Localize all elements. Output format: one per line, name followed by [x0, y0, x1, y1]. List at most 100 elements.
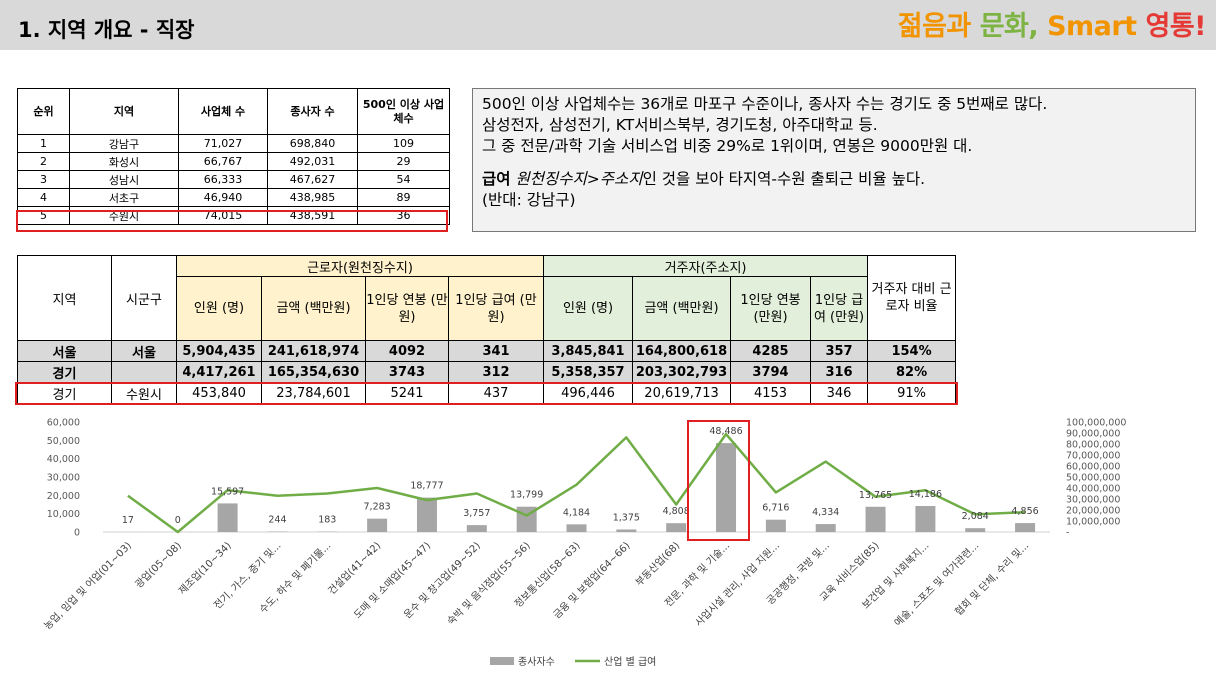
legend-bar-swatch	[490, 657, 514, 665]
bar-data-label: 15,597	[211, 486, 244, 497]
category-label: 사업시설 관리, 사업 지원...	[692, 539, 782, 629]
chart-bar	[367, 518, 388, 532]
chart-bar	[865, 506, 886, 532]
category-label: 예술, 스포츠 및 여가관련...	[892, 540, 981, 629]
page-title: 1. 지역 개요 - 직장	[18, 18, 195, 42]
chart-bar	[1015, 523, 1036, 532]
y-right-tick-label: -	[1066, 528, 1069, 539]
table-cell: 312	[447, 361, 545, 383]
table-row: 2 화성시 66,767 492,031 29	[17, 152, 450, 171]
category-label: 숙박 및 음식점업(55~56)	[444, 539, 533, 628]
table-cell: 164,800,618	[632, 340, 732, 362]
table-cell: 경기	[17, 361, 112, 383]
legend-bar-label: 종사자수	[518, 656, 555, 668]
bar-data-label: 183	[318, 515, 336, 526]
table-cell: 66,333	[178, 170, 268, 189]
y-left-tick-label: 10,000	[47, 509, 80, 520]
y-right-tick-label: 70,000,000	[1066, 451, 1120, 462]
summary-bold: 급여	[482, 170, 511, 188]
category-label: 제조업(10~34)	[176, 539, 234, 597]
y-right-tick-label: 90,000,000	[1066, 429, 1120, 440]
rank-table-header: 순위 지역 사업체 수 종사자 수 500인 이상 사업체수	[17, 88, 450, 135]
table-row: 서울 서울 5,904,435 241,618,974 4092 341 3,845,841…	[17, 340, 957, 362]
chart-bar	[566, 524, 587, 532]
chart-bar	[217, 503, 238, 532]
large-business-header: 500인 이상 사업체수	[357, 88, 450, 135]
table-cell: 109	[357, 134, 450, 153]
summary-text: 인 것을 보아 타지역-수원 출퇴근 비율 높다.	[642, 170, 926, 188]
table-cell: 165,354,630	[261, 361, 366, 383]
chart-bar	[965, 528, 986, 532]
bar-data-label: 7,283	[364, 502, 391, 513]
y-right-tick-label: 80,000,000	[1066, 440, 1120, 451]
chart-bar	[716, 443, 737, 532]
worker-group-header: 근로자(원천징수지)	[175, 255, 545, 277]
y-right-tick-label: 20,000,000	[1066, 506, 1120, 517]
employee-count-header: 종사자 수	[267, 88, 358, 135]
table-cell: 316	[810, 361, 869, 383]
y-right-tick-label: 100,000,000	[1066, 418, 1126, 429]
table-row: 경기 4,417,261 165,354,630 3743 312 5,358,357 20…	[17, 361, 957, 383]
category-label: 건설업(41~42)	[325, 539, 383, 597]
table-cell: 154%	[867, 340, 957, 362]
bar-data-label: 4,808	[663, 506, 690, 517]
category-label: 부동산업(68)	[633, 539, 683, 589]
y-left-tick-label: 60,000	[47, 418, 80, 429]
table-cell: 화성시	[69, 152, 179, 171]
legend-line-label: 산업 별 급여	[604, 655, 656, 668]
table-cell: 서울	[111, 340, 177, 362]
sub-header: 금액 (백만원)	[632, 276, 732, 341]
sub-header: 1인당 급여 (만원)	[810, 276, 869, 341]
summary-text: >	[586, 170, 600, 188]
sub-header: 인원 (명)	[176, 276, 262, 341]
chart-bar	[666, 523, 687, 532]
bar-data-label: 13,765	[859, 490, 892, 501]
summary-line: 그 중 전문/과학 기술 서비스업 비중 29%로 1위이며, 연봉은 9000…	[482, 137, 973, 155]
chart-bar	[815, 524, 836, 532]
highlight-suwon-wage	[15, 382, 958, 405]
salary-line	[127, 432, 1026, 534]
rank-header: 순위	[17, 88, 70, 135]
sub-header: 1인당 급여 (만원)	[447, 276, 545, 341]
summary-line: 삼성전자, 삼성전기, KT서비스북부, 경기도청, 아주대학교 등.	[482, 116, 878, 134]
table-cell: 3794	[730, 361, 812, 383]
table-cell: 203,302,793	[632, 361, 732, 383]
table-cell: 5,904,435	[176, 340, 262, 362]
table-cell: 23,784,601	[261, 382, 366, 404]
table-cell: 4,417,261	[176, 361, 262, 383]
highlight-suwon-rank	[16, 210, 448, 232]
ratio-header: 거주자 대비 근로자 비율	[867, 255, 957, 341]
bar-data-label: 48,486	[709, 426, 742, 437]
y-right-tick-label: 50,000,000	[1066, 473, 1120, 484]
city-header: 시군구	[111, 255, 177, 341]
summary-italic: 원천징수지	[515, 170, 587, 188]
y-left-tick-label: 0	[74, 528, 80, 539]
table-cell: 5,358,357	[543, 361, 634, 383]
y-right-tick-label: 40,000,000	[1066, 484, 1120, 495]
rank-table: 순위 지역 사업체 수 종사자 수 500인 이상 사업체수 1 강남구 71,02…	[17, 88, 450, 225]
table-cell: 66,767	[178, 152, 268, 171]
chart-bar	[616, 529, 637, 532]
category-label: 광업(05~08)	[132, 539, 184, 591]
y-left-tick-label: 50,000	[47, 436, 80, 447]
category-label: 농업, 임업 및 어업(01~03)	[41, 539, 134, 632]
y-left-tick-label: 40,000	[47, 454, 80, 465]
summary-line: 급여 원천징수지>주소지인 것을 보아 타지역-수원 출퇴근 비율 높다.	[482, 169, 1186, 190]
bar-data-label: 18,777	[410, 481, 443, 492]
chart-bar	[765, 519, 786, 532]
sub-header: 인원 (명)	[543, 276, 634, 341]
bar-data-label: 2,084	[962, 511, 989, 522]
summary-box: 500인 이상 사업체수는 36개로 마포구 수준이나, 종사자 수는 경기도 …	[472, 88, 1196, 232]
bar-data-label: 1,375	[613, 512, 640, 523]
y-right-tick-label: 60,000,000	[1066, 462, 1120, 473]
bar-data-label: 3,757	[463, 508, 490, 519]
resident-group-header: 거주자(주소지)	[543, 255, 869, 277]
bar-data-label: 6,716	[762, 503, 789, 514]
bar-data-label: 4,334	[812, 507, 839, 518]
chart-bar	[466, 525, 487, 532]
y-right-tick-label: 10,000,000	[1066, 517, 1120, 528]
region-header: 지역	[17, 255, 112, 341]
y-left-tick-label: 30,000	[47, 473, 80, 484]
table-row: 3 성남시 66,333 467,627 54	[17, 170, 450, 189]
bar-data-label: 14,186	[909, 489, 942, 500]
